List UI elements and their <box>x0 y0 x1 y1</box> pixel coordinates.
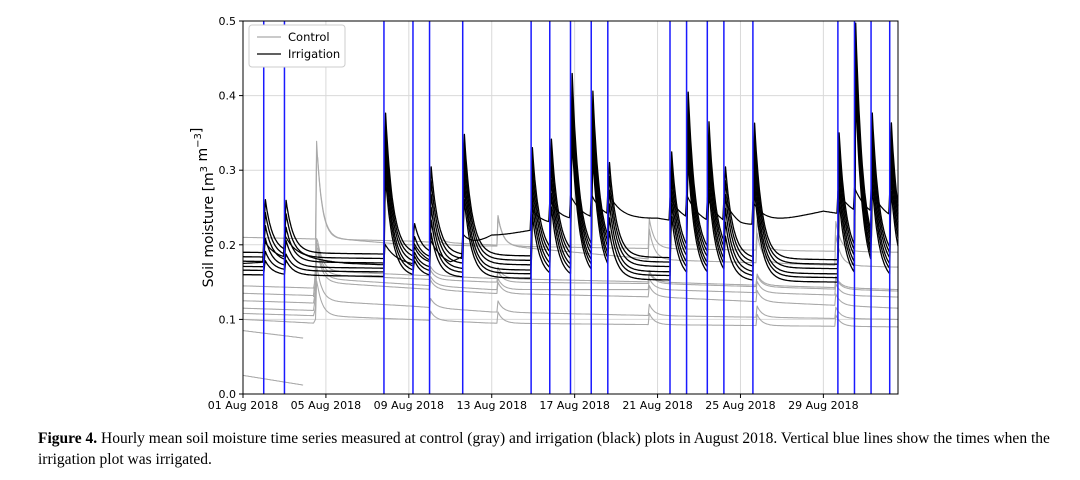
plot-frame <box>242 20 899 395</box>
legend-irrigation-label: Irrigation <box>288 47 340 61</box>
x-tick-label: 05 Aug 2018 <box>291 399 361 412</box>
figure-caption: Figure 4. Hourly mean soil moisture time… <box>38 428 1068 470</box>
x-tick-label: 29 Aug 2018 <box>788 399 858 412</box>
x-tick-label: 25 Aug 2018 <box>705 399 775 412</box>
figure-label: Figure 4. <box>38 430 98 447</box>
control-line <box>312 153 899 298</box>
figure-caption-text: Hourly mean soil moisture time series me… <box>38 430 1050 468</box>
x-tick-labels: 01 Aug 2018 05 Aug 2018 09 Aug 2018 13 Aug … <box>208 394 859 412</box>
y-tick-label: 0.0 <box>219 388 237 401</box>
x-tick-label: 21 Aug 2018 <box>622 399 692 412</box>
control-line <box>242 330 304 339</box>
x-tick-label: 09 Aug 2018 <box>374 399 444 412</box>
x-tick-label: 17 Aug 2018 <box>539 399 609 412</box>
x-tick-label: 01 Aug 2018 <box>208 399 278 412</box>
y-tick-labels: 0.0 0.1 0.2 0.3 0.4 0.5 <box>219 15 243 401</box>
control-line <box>242 374 304 386</box>
y-tick-label: 0.1 <box>219 313 237 326</box>
legend: Control Irrigation <box>248 24 346 68</box>
y-tick-label: 0.5 <box>219 15 237 28</box>
soil-moisture-chart: 0.0 0.1 0.2 0.3 0.4 0.5 01 Aug 2018 05 Aug 201… <box>189 15 899 412</box>
legend-control-label: Control <box>288 30 330 44</box>
y-tick-label: 0.2 <box>219 239 237 252</box>
y-tick-label: 0.3 <box>219 164 237 177</box>
y-tick-label: 0.4 <box>219 90 237 103</box>
irrigation-lines <box>262 21 891 394</box>
y-axis-label: Soil moisture [m3 m−3] <box>189 128 217 288</box>
legend-box <box>248 24 346 68</box>
x-tick-label: 13 Aug 2018 <box>456 399 526 412</box>
